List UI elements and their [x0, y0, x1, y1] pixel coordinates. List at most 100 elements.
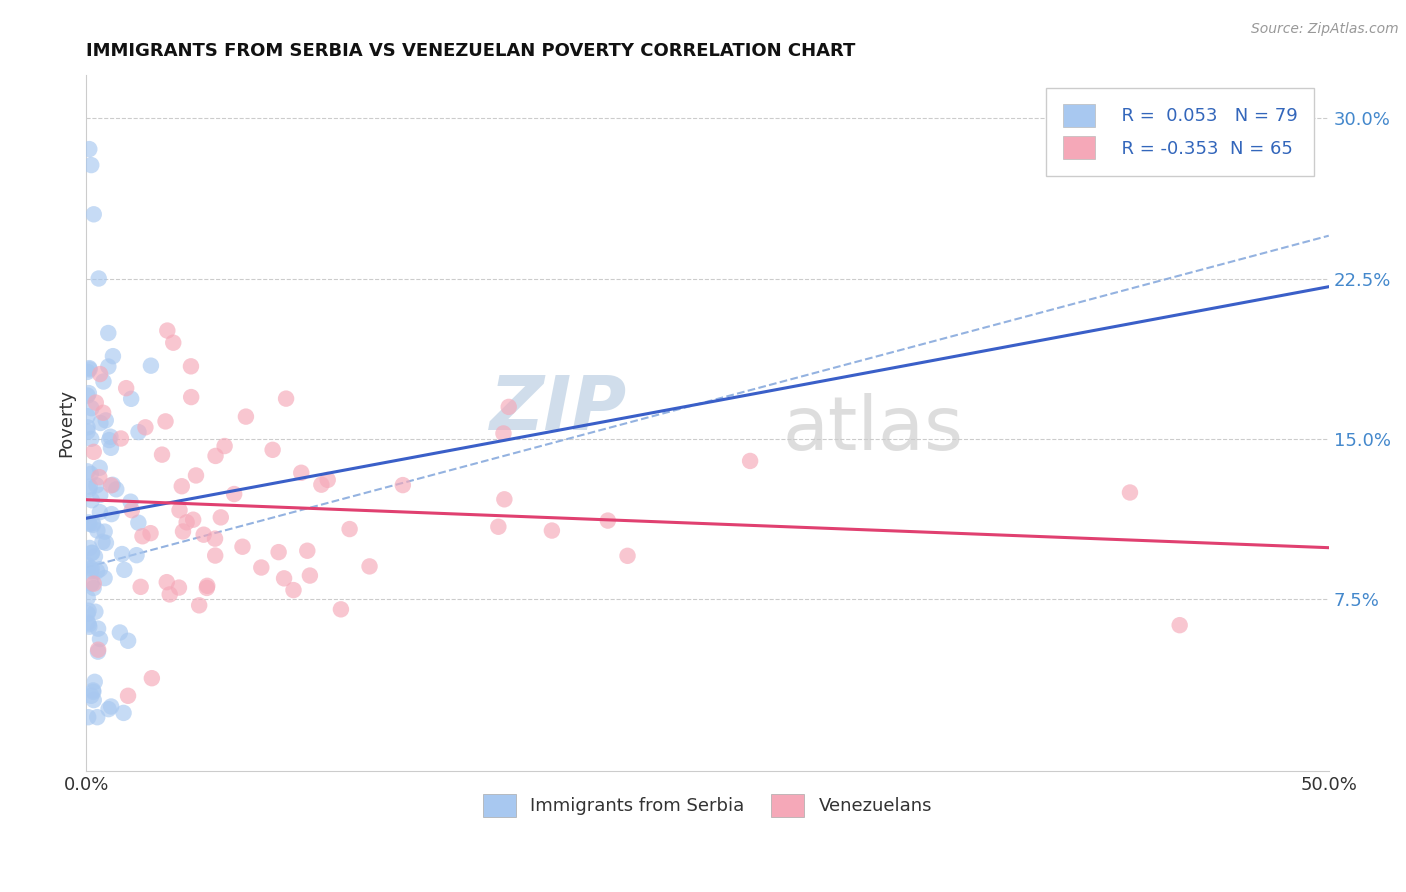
Point	[110, 432, 132, 446]
Point	[76, 365, 98, 379]
Point	[76, 420, 98, 434]
Point	[100, 441, 122, 455]
Point	[235, 409, 257, 424]
Point	[80, 432, 103, 446]
Point	[76, 615, 98, 630]
Point	[111, 547, 134, 561]
Point	[76, 558, 98, 573]
Point	[169, 503, 191, 517]
Point	[80, 401, 103, 416]
Point	[86, 478, 108, 492]
Point	[86, 524, 108, 538]
Point	[195, 581, 218, 595]
Point	[156, 575, 179, 590]
Point	[83, 581, 105, 595]
Text: Source: ZipAtlas.com: Source: ZipAtlas.com	[1251, 22, 1399, 37]
Point	[82, 546, 104, 560]
Point	[117, 689, 139, 703]
Point	[209, 510, 232, 524]
Point	[204, 449, 226, 463]
Point	[76, 591, 98, 605]
Point	[616, 549, 638, 563]
Point	[100, 478, 122, 492]
Point	[84, 549, 107, 564]
Text: atlas: atlas	[782, 393, 963, 467]
Point	[128, 425, 150, 439]
Point	[298, 568, 321, 582]
Point	[76, 425, 98, 439]
Point	[97, 326, 120, 340]
Point	[150, 448, 173, 462]
Point	[97, 359, 120, 374]
Point	[101, 477, 124, 491]
Point	[176, 516, 198, 530]
Point	[231, 540, 253, 554]
Point	[204, 549, 226, 563]
Point	[89, 505, 111, 519]
Point	[87, 645, 110, 659]
Point	[76, 409, 98, 424]
Point	[1168, 618, 1191, 632]
Y-axis label: Poverty: Poverty	[58, 389, 75, 457]
Point	[498, 400, 520, 414]
Point	[273, 571, 295, 585]
Point	[214, 439, 236, 453]
Point	[83, 207, 105, 221]
Point	[131, 529, 153, 543]
Point	[86, 564, 108, 578]
Text: IMMIGRANTS FROM SERBIA VS VENEZUELAN POVERTY CORRELATION CHART: IMMIGRANTS FROM SERBIA VS VENEZUELAN POV…	[86, 42, 856, 60]
Point	[188, 599, 211, 613]
Point	[79, 480, 101, 494]
Point	[80, 564, 103, 578]
Point	[83, 576, 105, 591]
Point	[89, 460, 111, 475]
Point	[97, 702, 120, 716]
Point	[129, 580, 152, 594]
Point	[274, 392, 297, 406]
Point	[108, 625, 131, 640]
Point	[98, 433, 121, 447]
Point	[224, 487, 246, 501]
Point	[77, 617, 100, 632]
Point	[297, 543, 319, 558]
Legend: Immigrants from Serbia, Venezuelans: Immigrants from Serbia, Venezuelans	[477, 787, 939, 824]
Point	[83, 674, 105, 689]
Point	[112, 706, 135, 720]
Point	[541, 524, 564, 538]
Point	[80, 467, 103, 481]
Point	[311, 477, 333, 491]
Point	[141, 671, 163, 685]
Text: ZIP: ZIP	[489, 373, 627, 445]
Point	[139, 526, 162, 541]
Point	[121, 503, 143, 517]
Point	[180, 359, 202, 374]
Point	[391, 478, 413, 492]
Point	[127, 516, 149, 530]
Point	[250, 560, 273, 574]
Point	[162, 335, 184, 350]
Point	[101, 349, 124, 363]
Point	[76, 561, 98, 575]
Point	[494, 492, 516, 507]
Point	[87, 642, 110, 657]
Point	[87, 622, 110, 636]
Point	[115, 381, 138, 395]
Point	[89, 367, 111, 381]
Point	[93, 571, 115, 585]
Point	[89, 632, 111, 646]
Point	[77, 386, 100, 401]
Point	[740, 454, 762, 468]
Point	[156, 324, 179, 338]
Point	[76, 464, 98, 478]
Point	[170, 479, 193, 493]
Point	[83, 693, 105, 707]
Point	[339, 522, 361, 536]
Point	[486, 520, 509, 534]
Point	[80, 561, 103, 575]
Point	[77, 483, 100, 497]
Point	[155, 414, 177, 428]
Point	[86, 710, 108, 724]
Point	[80, 546, 103, 560]
Point	[82, 516, 104, 530]
Point	[204, 532, 226, 546]
